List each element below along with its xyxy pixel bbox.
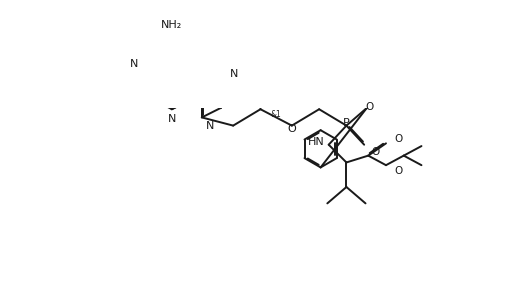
Polygon shape — [259, 87, 262, 109]
Text: O: O — [287, 124, 296, 134]
Text: NH₂: NH₂ — [161, 20, 183, 30]
Text: &1: &1 — [270, 110, 281, 119]
Text: N: N — [130, 59, 138, 69]
Text: O: O — [371, 147, 379, 156]
Text: O: O — [394, 134, 403, 144]
Text: N: N — [168, 114, 176, 124]
Text: O: O — [365, 102, 373, 112]
Text: HN: HN — [308, 137, 325, 147]
Text: N: N — [206, 121, 214, 131]
Text: P: P — [343, 118, 350, 128]
Text: O: O — [394, 166, 403, 176]
Text: N: N — [230, 69, 239, 79]
